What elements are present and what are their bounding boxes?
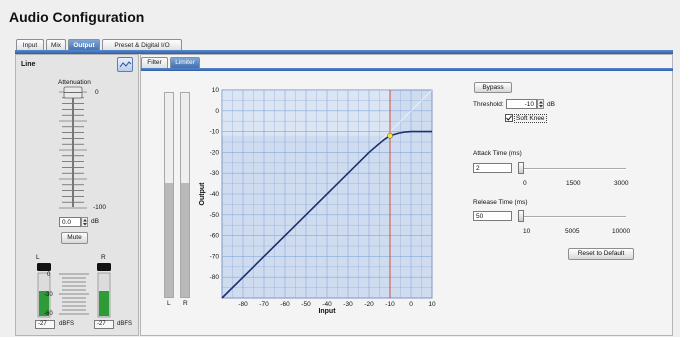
x-tick-label: -50 [301, 301, 311, 308]
limiter-meter-fill-l [165, 182, 173, 297]
attack-slider-thumb[interactable] [518, 162, 524, 174]
x-tick-label: 0 [409, 301, 413, 308]
limiter-meter-l [164, 92, 174, 298]
x-axis-label: Input [318, 308, 336, 315]
tab-output[interactable]: Output [68, 39, 100, 51]
threshold-spinner[interactable] [537, 99, 544, 109]
y-tick-label: -70 [210, 253, 220, 260]
release-slider-thumb[interactable] [518, 210, 524, 222]
meter-ticks [59, 273, 89, 315]
tab-mix[interactable]: Mix [46, 39, 66, 51]
bypass-button[interactable]: Bypass [474, 82, 512, 93]
limiter-meter-r-label: R [183, 300, 188, 307]
attenuation-unit: dB [91, 218, 99, 225]
fader-track [72, 89, 74, 207]
limiter-transfer-chart: -80 -70 -60 -50 -40 -30 -20 -10 0 10 10 0 -10 -20 -30 -… [199, 87, 436, 315]
limiter-meter-r [180, 92, 190, 298]
y-tick-label: 0 [215, 108, 219, 115]
tab-underline [15, 50, 673, 54]
x-tick-label: -30 [343, 301, 353, 308]
release-scale-mid: 5005 [565, 228, 580, 235]
knee-point [387, 132, 393, 139]
level-reading-l: -27 [35, 320, 55, 329]
attenuation-label: Attenuation [58, 79, 91, 86]
y-tick-label: -60 [210, 233, 220, 240]
meter-scale-0: 0 [47, 272, 51, 278]
curve-view-button[interactable] [117, 57, 133, 72]
x-tick-label: 10 [428, 301, 436, 308]
x-tick-label: -80 [238, 301, 248, 308]
channel-l-label: L [36, 254, 40, 261]
release-input[interactable]: 50 [473, 211, 512, 221]
threshold-input[interactable]: -10 [506, 99, 537, 109]
attack-scale-max: 3000 [614, 180, 629, 187]
level-reading-r: -27 [94, 320, 114, 329]
threshold-label: Threshold: [473, 101, 504, 108]
clip-indicator-r [97, 263, 111, 271]
limiter-meter-l-label: L [167, 300, 171, 307]
y-tick-label: -50 [210, 212, 220, 219]
mute-button[interactable]: Mute [61, 232, 88, 244]
tab-input[interactable]: Input [16, 39, 44, 51]
spinner-arrows-icon [539, 101, 543, 108]
limiter-meter-fill-r [181, 182, 189, 297]
threshold-unit: dB [547, 101, 555, 108]
y-tick-label: -20 [210, 149, 220, 156]
line-panel-title: Line [21, 61, 36, 68]
reset-default-button[interactable]: Reset to Default [568, 248, 634, 260]
line-panel [15, 54, 139, 336]
spinner-arrows-icon [83, 219, 87, 226]
attack-slider-track[interactable] [521, 168, 626, 170]
sub-tab-underline [141, 68, 673, 71]
attenuation-input[interactable]: 0.0 [59, 217, 81, 227]
level-unit-l: dBFS [59, 321, 75, 327]
attenuation-spinner[interactable] [81, 217, 88, 227]
y-tick-label: -30 [210, 170, 220, 177]
meter-fill-l [39, 291, 49, 316]
tab-limiter[interactable]: Limiter [170, 57, 200, 68]
y-axis-label: Output [199, 182, 206, 206]
soft-knee-label[interactable]: Soft Knee [514, 114, 547, 123]
x-tick-label: -10 [385, 301, 395, 308]
x-tick-label: -40 [322, 301, 332, 308]
level-unit-r: dBFS [117, 321, 133, 327]
meter-fill-r [99, 291, 109, 316]
tab-filter[interactable]: Filter [141, 57, 168, 68]
x-tick-label: -60 [280, 301, 290, 308]
release-scale-max: 10000 [612, 228, 631, 235]
tab-preset-digital-io[interactable]: Preset & Digital I/O [102, 39, 182, 51]
attack-input[interactable]: 2 [473, 163, 512, 173]
attack-scale-mid: 1500 [566, 180, 581, 187]
release-label: Release Time (ms) [473, 199, 528, 206]
y-tick-label: -40 [210, 191, 220, 198]
y-tick-label: 10 [212, 87, 220, 94]
fader-top-label: 0 [95, 89, 99, 96]
clip-indicator-l [37, 263, 51, 271]
fader-bottom-label: -100 [93, 204, 107, 211]
meter-scale-60: -60 [44, 311, 53, 317]
checkmark-icon [506, 115, 512, 121]
attack-scale-min: 0 [523, 180, 527, 187]
release-slider-track[interactable] [521, 216, 626, 218]
attack-label: Attack Time (ms) [473, 150, 522, 157]
waveform-icon [119, 61, 132, 68]
attenuation-fader[interactable] [55, 86, 115, 214]
x-tick-label: -20 [364, 301, 374, 308]
meter-scale-30: -30 [44, 292, 53, 298]
soft-knee-checkbox[interactable] [505, 114, 513, 122]
channel-r-label: R [101, 254, 106, 261]
window-title: Audio Configuration [9, 9, 145, 25]
y-tick-label: -80 [210, 274, 220, 281]
channel-meters [37, 263, 111, 318]
x-tick-label: -70 [259, 301, 269, 308]
release-scale-min: 10 [523, 228, 531, 235]
y-tick-label: -10 [210, 129, 220, 136]
